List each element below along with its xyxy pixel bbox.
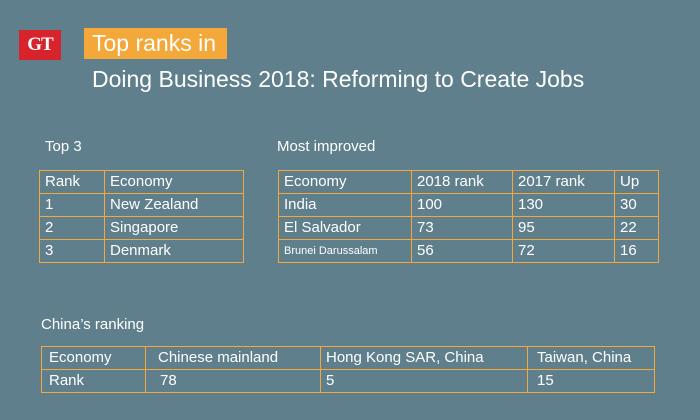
header-cell: Economy <box>41 346 146 370</box>
header-cell: 2017 rank <box>512 170 615 194</box>
header-cell: Hong Kong SAR, China <box>320 346 528 370</box>
hong-kong-rank-cell: 5 <box>320 369 528 393</box>
rank-2018-cell: 73 <box>411 216 513 240</box>
header-cell: Taiwan, China <box>527 346 655 370</box>
header-cell: Chinese mainland <box>145 346 321 370</box>
page-title: Doing Business 2018: Reforming to Create… <box>92 66 585 92</box>
table-header-row: Economy Chinese mainland Hong Kong SAR, … <box>41 346 655 370</box>
up-cell: 22 <box>614 216 659 240</box>
table-row: Brunei Darussalam 56 72 16 <box>278 239 659 263</box>
taiwan-rank-cell: 15 <box>527 369 655 393</box>
rank-2018-cell: 56 <box>411 239 513 263</box>
economy-cell: New Zealand <box>104 193 244 217</box>
table-row: 1 New Zealand <box>39 193 244 217</box>
rank-cell: 1 <box>39 193 105 217</box>
up-cell: 30 <box>614 193 659 217</box>
header-cell: Economy <box>278 170 412 194</box>
headline-badge: Top ranks in <box>84 28 228 59</box>
table-row: 2 Singapore <box>39 216 244 240</box>
most-improved-table: Economy 2018 rank 2017 rank Up India 100… <box>278 170 659 263</box>
table-header-row: Economy 2018 rank 2017 rank Up <box>278 170 659 194</box>
rank-2018-cell: 100 <box>411 193 513 217</box>
table-header-row: Rank Economy <box>39 170 244 194</box>
header-cell: 2018 rank <box>411 170 513 194</box>
table-row: India 100 130 30 <box>278 193 659 217</box>
economy-cell: El Salvador <box>278 216 412 240</box>
economy-cell: Denmark <box>104 239 244 263</box>
rank-2017-cell: 130 <box>512 193 615 217</box>
header-cell: Up <box>614 170 659 194</box>
top3-label: Top 3 <box>45 138 82 155</box>
top3-table: Rank Economy 1 New Zealand 2 Singapore 3… <box>39 170 244 263</box>
rank-cell: 3 <box>39 239 105 263</box>
header-cell: Rank <box>39 170 105 194</box>
up-cell: 16 <box>614 239 659 263</box>
rank-2017-cell: 95 <box>512 216 615 240</box>
rank-label-cell: Rank <box>41 369 146 393</box>
table-row: 3 Denmark <box>39 239 244 263</box>
economy-cell: India <box>278 193 412 217</box>
economy-cell: Singapore <box>104 216 244 240</box>
china-ranking-table: Economy Chinese mainland Hong Kong SAR, … <box>41 346 655 393</box>
chinese-mainland-rank-cell: 78 <box>145 369 321 393</box>
most-improved-label: Most improved <box>277 138 376 155</box>
china-ranking-label: China’s ranking <box>41 316 145 333</box>
economy-cell: Brunei Darussalam <box>278 239 412 263</box>
rank-cell: 2 <box>39 216 105 240</box>
header-cell: Economy <box>104 170 244 194</box>
table-row: El Salvador 73 95 22 <box>278 216 659 240</box>
gt-logo: GT <box>19 30 61 60</box>
rank-2017-cell: 72 <box>512 239 615 263</box>
table-row: Rank 78 5 15 <box>41 369 655 393</box>
